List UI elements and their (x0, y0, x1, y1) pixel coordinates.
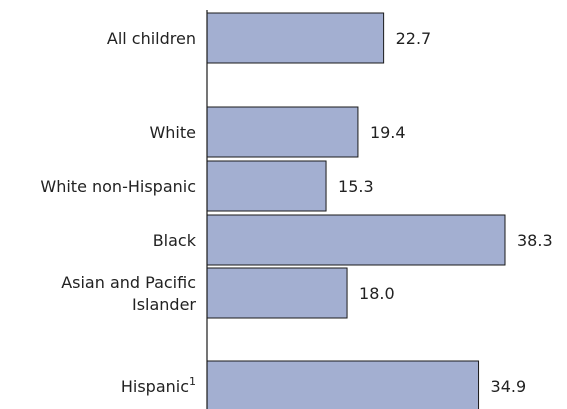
bar-black (206, 214, 506, 266)
bar-white-non-hispanic (206, 160, 327, 212)
value-label-hispanic: 34.9 (491, 377, 527, 396)
category-label-all-children: All children (107, 29, 196, 48)
labels-layer: 22.7 All children 19.4 White 15.3 White non-H… (40, 29, 552, 396)
category-label-black: Black (153, 231, 197, 250)
value-label-all-children: 22.7 (396, 29, 432, 48)
category-label-asian-and-pacific-islander: Asian and Pacific Islander (61, 273, 196, 314)
bar-hispanic (206, 360, 480, 409)
category-label-white: White (149, 123, 196, 142)
bar-asian-and-pacific-islander (206, 267, 348, 319)
value-label-white: 19.4 (370, 123, 406, 142)
value-label-white-non-hispanic: 15.3 (338, 177, 374, 196)
bar-all-children (206, 12, 385, 64)
footnote-marker: 1 (189, 375, 196, 388)
bars-layer (206, 12, 506, 409)
value-label-black: 38.3 (517, 231, 553, 250)
value-label-asian-and-pacific-islander: 18.0 (359, 284, 395, 303)
bar-white (206, 106, 359, 158)
category-label-hispanic: Hispanic1 (121, 375, 196, 396)
category-label-white-non-hispanic: White non-Hispanic (40, 177, 196, 196)
